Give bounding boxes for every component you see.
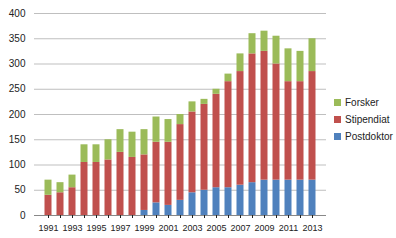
svg-text:1995: 1995	[86, 223, 106, 233]
svg-text:150: 150	[9, 134, 26, 145]
svg-text:1993: 1993	[62, 223, 82, 233]
svg-text:300: 300	[9, 58, 26, 69]
svg-text:1991: 1991	[38, 223, 58, 233]
svg-text:2007: 2007	[230, 223, 250, 233]
svg-text:200: 200	[9, 109, 26, 120]
svg-text:0: 0	[20, 210, 26, 221]
svg-text:1999: 1999	[134, 223, 154, 233]
svg-text:50: 50	[14, 184, 26, 195]
html-text:Postdoktor: Postdoktor	[345, 130, 393, 142]
svg-text:100: 100	[9, 159, 26, 170]
html-text:Forsker: Forsker	[345, 96, 379, 108]
svg-text:2011: 2011	[279, 223, 298, 233]
html-text:Stipendiat: Stipendiat	[345, 113, 390, 125]
svg-text:2009: 2009	[254, 223, 274, 233]
svg-text:2001: 2001	[158, 223, 178, 233]
svg-text:250: 250	[9, 83, 26, 94]
svg-text:1997: 1997	[110, 223, 130, 233]
svg-text:2003: 2003	[182, 223, 202, 233]
svg-text:350: 350	[9, 33, 26, 44]
svg-text:2013: 2013	[302, 223, 322, 233]
svg-text:400: 400	[9, 8, 26, 19]
svg-text:2005: 2005	[206, 223, 226, 233]
